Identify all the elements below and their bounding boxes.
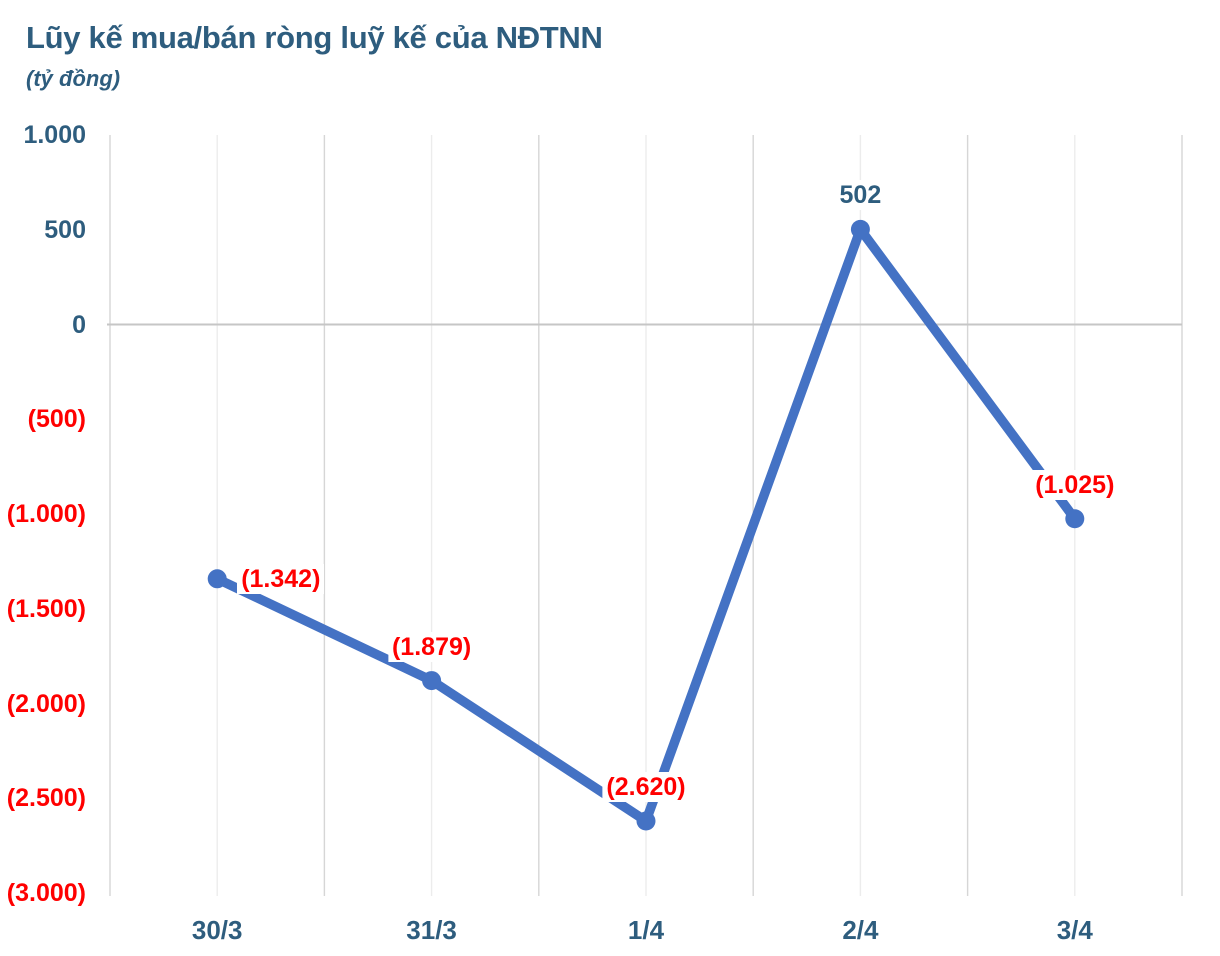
data-point-marker [636, 811, 656, 831]
chart-subtitle: (tỷ đồng) [26, 66, 121, 91]
data-point-marker [207, 569, 227, 589]
chart-title: Lũy kế mua/bán ròng luỹ kế của NĐTNN [26, 20, 603, 55]
data-point-marker [1065, 509, 1085, 529]
data-point-marker [422, 671, 442, 691]
data-point-marker [850, 219, 870, 239]
